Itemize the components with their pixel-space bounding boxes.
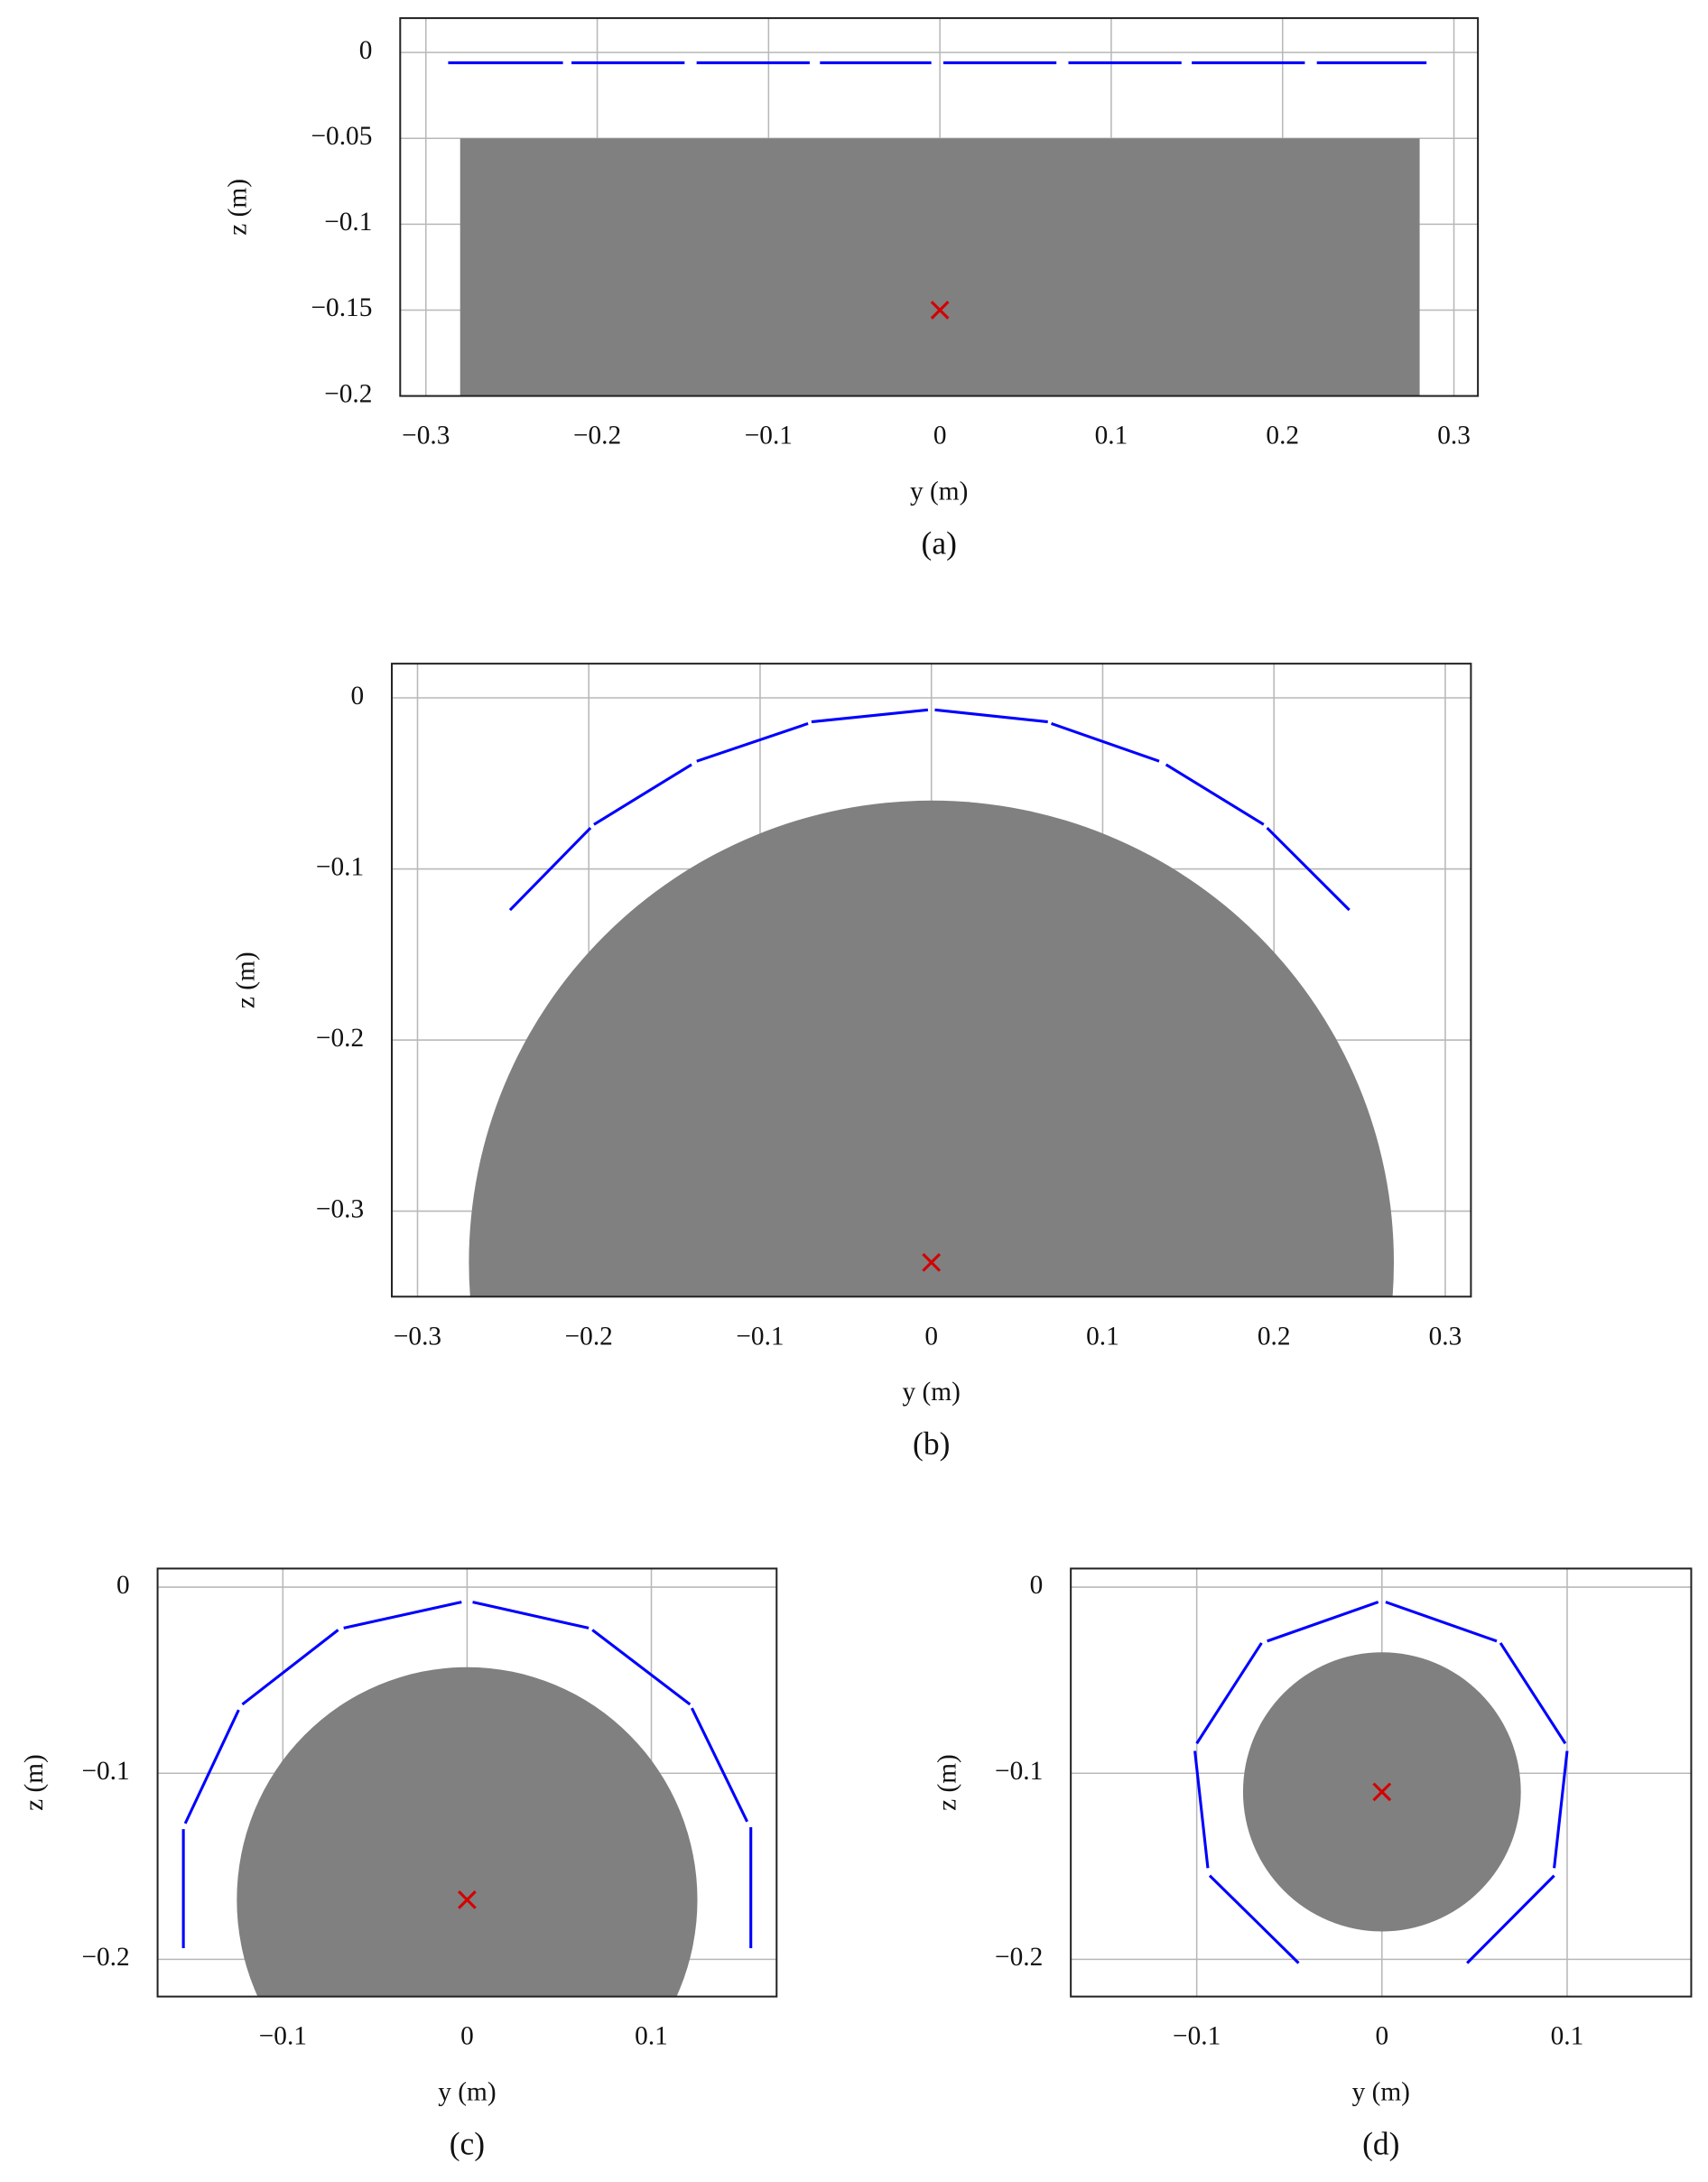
- x-tick-label: −0.2: [565, 1322, 613, 1351]
- caption: (a): [921, 525, 956, 562]
- body-section: [469, 800, 1394, 1297]
- y-tick-label: −0.15: [311, 293, 373, 322]
- x-tick-label: −0.2: [573, 422, 621, 450]
- center-marker: [1372, 1782, 1392, 1802]
- x-tick-label: 0: [924, 1322, 938, 1351]
- y-axis-label: z (m): [232, 952, 261, 1008]
- plot-area: [469, 708, 1394, 1297]
- plate-line: [181, 1601, 753, 1949]
- x-tick-label: 0: [460, 2022, 474, 2051]
- x-tick-label: −0.1: [736, 1322, 784, 1351]
- x-tick-label: −0.3: [394, 1322, 441, 1351]
- y-tick-label: 0: [350, 682, 364, 710]
- x-tick-label: 0.3: [1429, 1322, 1462, 1351]
- y-tick-label: −0.1: [81, 1757, 129, 1786]
- axes-frame: [391, 663, 1472, 1298]
- panel: −0.3 −0.2 −0.1 0 0.1 0.2 0.3 0 −0.05 −0.1 −0.15 −0.…: [223, 17, 1480, 562]
- x-tick-label: 0: [1375, 2022, 1388, 2051]
- y-axis-label: z (m): [933, 1754, 962, 1811]
- axes-frame: [399, 17, 1480, 397]
- x-tick-label: 0.1: [635, 2022, 668, 2051]
- y-tick-label: 0: [1030, 1571, 1044, 1600]
- y-tick-label: −0.1: [995, 1757, 1043, 1786]
- y-tick-label: −0.3: [316, 1194, 364, 1223]
- caption: (c): [450, 2126, 485, 2162]
- caption: (b): [913, 1425, 950, 1462]
- center-marker: [930, 301, 950, 320]
- y-axis-label: z (m): [20, 1754, 49, 1811]
- plot-area: [1193, 1601, 1569, 1964]
- x-tick-label: −0.1: [745, 422, 793, 450]
- y-tick-label: −0.2: [995, 1943, 1043, 1972]
- x-axis-label: y (m): [903, 1378, 961, 1407]
- caption: (d): [1362, 2126, 1399, 2162]
- x-axis-label: y (m): [910, 477, 968, 506]
- plot-area: [448, 61, 1427, 396]
- y-tick-label: 0: [116, 1571, 130, 1600]
- x-tick-label: 0: [933, 422, 947, 450]
- x-tick-label: −0.3: [402, 422, 450, 450]
- y-tick-label: −0.1: [324, 208, 372, 237]
- plot-area: [181, 1601, 753, 1997]
- axes-frame: [1070, 1567, 1693, 1998]
- x-tick-label: 0.1: [1086, 1322, 1119, 1351]
- y-tick-label: −0.05: [311, 122, 373, 151]
- axes-frame: [156, 1567, 778, 1998]
- y-tick-label: 0: [359, 36, 373, 65]
- x-tick-label: 0.1: [1095, 422, 1128, 450]
- center-marker: [922, 1253, 942, 1272]
- panel: −0.1 0 0.1 0 −0.1 −0.2 y (m) z (m) (d): [933, 1567, 1693, 2162]
- plate-line: [1193, 1601, 1569, 1964]
- x-tick-label: 0.2: [1258, 1322, 1291, 1351]
- body-section: [459, 138, 1420, 396]
- y-tick-label: −0.2: [81, 1943, 129, 1972]
- y-axis-label: z (m): [223, 179, 252, 236]
- x-tick-label: 0.3: [1437, 422, 1471, 450]
- x-axis-label: y (m): [1352, 2077, 1410, 2106]
- x-axis-label: y (m): [438, 2077, 496, 2106]
- panel: −0.3 −0.2 −0.1 0 0.1 0.2 0.3 0 −0.1 −0.2 −0.3 y (m)…: [232, 663, 1472, 1462]
- y-tick-label: −0.1: [316, 852, 364, 881]
- x-tick-label: 0.1: [1551, 2022, 1584, 2051]
- x-tick-label: 0.2: [1266, 422, 1299, 450]
- plate-line: [508, 708, 1351, 912]
- x-tick-label: −0.1: [259, 2022, 307, 2051]
- center-marker: [458, 1890, 477, 1909]
- panel: −0.1 0 0.1 0 −0.1 −0.2 y (m) z (m) (c): [20, 1567, 778, 2162]
- y-tick-label: −0.2: [324, 379, 372, 408]
- x-tick-label: −0.1: [1173, 2022, 1221, 2051]
- body-section: [237, 1667, 698, 1997]
- y-tick-label: −0.2: [316, 1024, 364, 1053]
